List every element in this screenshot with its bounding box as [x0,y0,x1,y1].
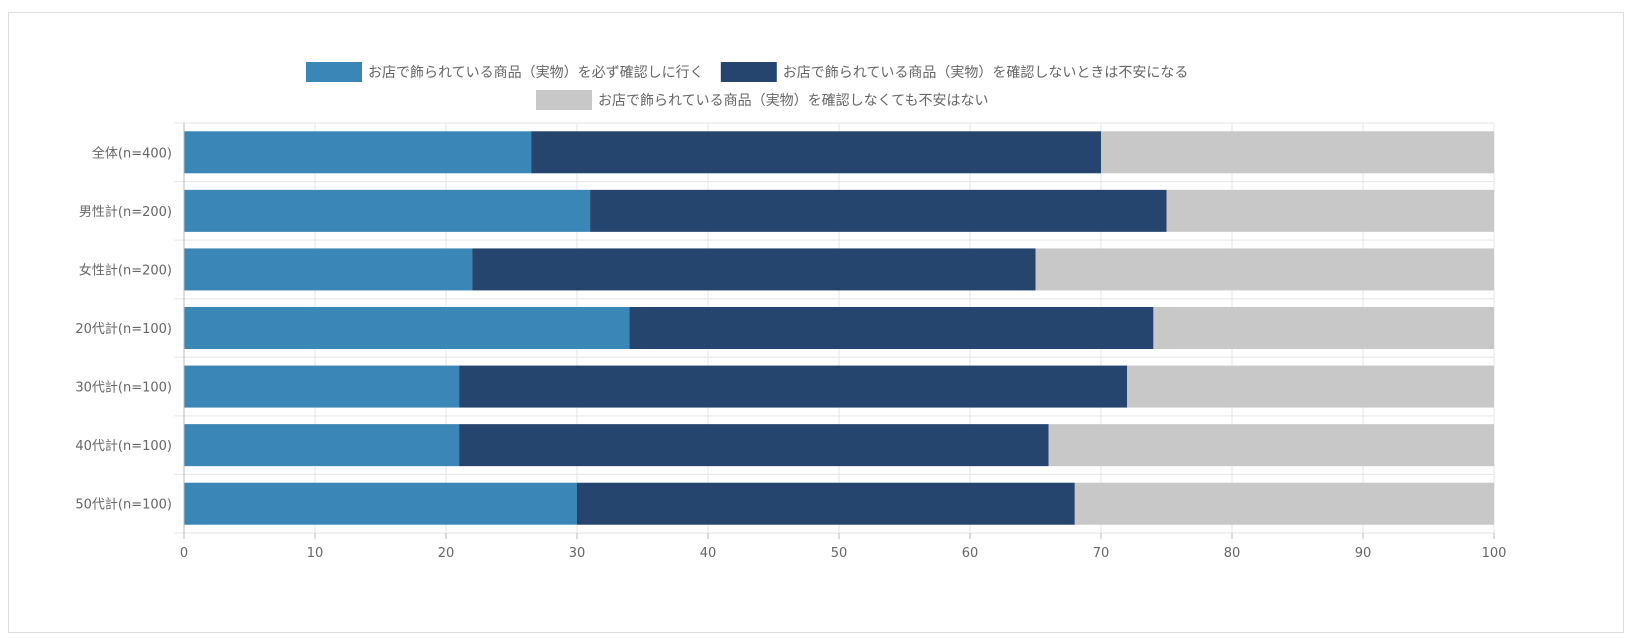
legend-label-3[interactable]: お店で飾られている商品（実物）を確認しなくても不安はない [598,93,988,109]
x-tick-label: 100 [1482,546,1507,561]
x-tick-label: 0 [180,546,188,561]
bar-2-row-7[interactable] [577,482,1075,525]
y-tick-label: 男性計(n=200) [79,204,172,220]
bar-1-row-6[interactable] [184,424,460,467]
y-tick-label: 30代計(n=100) [75,380,172,396]
x-tick-label: 10 [307,546,324,561]
legend-swatch-3[interactable] [536,90,592,110]
x-tick-label: 20 [438,546,455,561]
bar-3-row-3[interactable] [1035,248,1495,291]
x-tick-label: 80 [1224,546,1241,561]
y-tick-label: 50代計(n=100) [75,497,172,513]
x-tick-label: 30 [569,546,586,561]
x-tick-label: 90 [1355,546,1372,561]
bar-1-row-2[interactable] [184,189,591,232]
legend-label-1[interactable]: お店で飾られている商品（実物）を必ず確認しに行く [368,65,704,81]
x-tick-label: 40 [700,546,717,561]
stacked-bar-chart: お店で飾られている商品（実物）を必ず確認しに行くお店で飾られている商品（実物）を… [75,62,1506,561]
bar-2-row-1[interactable] [531,131,1101,174]
bar-3-row-2[interactable] [1166,189,1495,232]
legend: お店で飾られている商品（実物）を必ず確認しに行くお店で飾られている商品（実物）を… [306,62,1188,110]
bar-2-row-5[interactable] [459,365,1128,408]
bar-1-row-3[interactable] [184,248,473,291]
bar-3-row-1[interactable] [1101,131,1494,174]
axes: 全体(n=400) 男性計(n=200) 女性計(n=200) 20代計(n=100)… [75,123,1506,561]
bar-3-row-7[interactable] [1074,482,1494,525]
bar-1-row-4[interactable] [184,307,630,349]
legend-swatch-1[interactable] [306,62,362,82]
bar-1-row-1[interactable] [184,131,532,174]
y-tick-label: 20代計(n=100) [75,321,172,337]
bar-2-row-6[interactable] [459,424,1049,467]
legend-swatch-2[interactable] [720,62,777,82]
y-tick-label: 全体(n=400) [92,145,172,161]
y-tick-label: 40代計(n=100) [75,438,172,454]
bars [184,131,1495,525]
bar-3-row-4[interactable] [1153,307,1494,349]
bar-3-row-5[interactable] [1127,365,1494,408]
bar-2-row-2[interactable] [590,189,1167,232]
bar-2-row-4[interactable] [629,307,1154,349]
x-tick-label: 60 [962,546,979,561]
chart-card: お店で飾られている商品（実物）を必ず確認しに行くお店で飾られている商品（実物）を… [8,12,1624,633]
legend-label-2[interactable]: お店で飾られている商品（実物）を確認しないときは不安になる [783,65,1189,81]
x-tick-label: 50 [831,546,848,561]
y-tick-label: 女性計(n=200) [79,262,172,278]
bar-1-row-7[interactable] [184,482,577,525]
x-tick-label: 70 [1093,546,1110,561]
bar-2-row-3[interactable] [472,248,1036,291]
bar-1-row-5[interactable] [184,365,460,408]
bar-3-row-6[interactable] [1048,424,1494,467]
